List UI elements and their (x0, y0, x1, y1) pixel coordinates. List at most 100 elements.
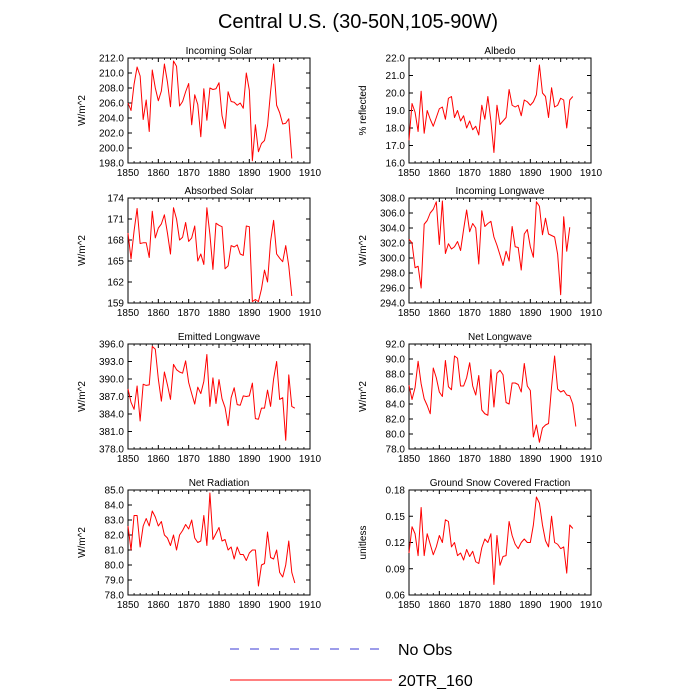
x-tick-label: 1870 (459, 600, 482, 611)
panel-absorbed-solar: Absorbed Solar W/m^2 1850 1860 1870 1880 1890 1… (77, 186, 322, 319)
series-line-20tr-160 (408, 200, 571, 296)
y-tick-label: 0.06 (386, 591, 406, 602)
panel-net-longwave: Net Longwave W/m^2 1850 1860 1870 1880 1890 190… (358, 332, 603, 465)
panel-albedo: Albedo % reflected 1850 1860 1870 1880 1890 190… (358, 46, 603, 179)
x-tick-label: 1860 (147, 600, 170, 611)
x-tick-label: 1880 (208, 600, 231, 611)
x-tick-label: 1900 (269, 308, 292, 319)
x-tick-label: 1900 (550, 600, 573, 611)
x-tick-label: 1860 (147, 454, 170, 465)
y-tick-label: 168 (107, 236, 124, 247)
y-tick-label: 18.0 (386, 124, 406, 135)
y-tick-label: 396.0 (99, 340, 124, 351)
y-tick-label: 16.0 (386, 159, 406, 170)
y-tick-label: 0.15 (386, 512, 406, 523)
x-tick-label: 1850 (117, 600, 140, 611)
x-tick-label: 1860 (147, 168, 170, 179)
y-tick-label: 198.0 (99, 159, 124, 170)
y-tick-label: 298.0 (380, 269, 405, 280)
y-tick-label: 80.0 (386, 430, 406, 441)
x-tick-label: 1900 (269, 454, 292, 465)
x-tick-label: 1910 (299, 168, 322, 179)
x-tick-label: 1860 (428, 454, 451, 465)
series-line-20tr-160 (127, 345, 296, 441)
x-tick-label: 1910 (580, 600, 603, 611)
x-tick-label: 1890 (519, 600, 542, 611)
y-tick-label: 17.0 (386, 141, 406, 152)
y-axis-label: % reflected (358, 85, 369, 135)
y-tick-label: 0.12 (386, 538, 406, 549)
y-tick-label: 202.0 (99, 129, 124, 140)
y-tick-label: 159 (107, 299, 124, 310)
x-tick-label: 1850 (117, 454, 140, 465)
x-tick-label: 1860 (428, 600, 451, 611)
panel-title: Absorbed Solar (185, 186, 255, 197)
x-tick-label: 1910 (299, 308, 322, 319)
y-tick-label: 300.0 (380, 254, 405, 265)
legend-label-20tr-160: 20TR_160 (398, 673, 473, 690)
y-tick-label: 304.0 (380, 224, 405, 235)
x-tick-label: 1870 (459, 308, 482, 319)
x-tick-label: 1910 (299, 454, 322, 465)
y-tick-label: 165 (107, 257, 124, 268)
x-tick-label: 1900 (550, 168, 573, 179)
x-tick-label: 1870 (459, 168, 482, 179)
x-tick-label: 1890 (238, 308, 261, 319)
panel-title: Emitted Longwave (178, 332, 261, 343)
x-tick-label: 1890 (238, 168, 261, 179)
x-tick-label: 1900 (550, 454, 573, 465)
x-tick-label: 1880 (489, 308, 512, 319)
panel-title: Incoming Longwave (456, 186, 545, 197)
panel-title: Ground Snow Covered Fraction (430, 478, 571, 489)
y-tick-label: 82.0 (386, 415, 406, 426)
plot-frame (127, 197, 311, 304)
plot-frame (127, 57, 311, 164)
y-tick-label: 308.0 (380, 194, 405, 205)
y-tick-label: 90.0 (386, 355, 406, 366)
x-tick-label: 1850 (398, 168, 421, 179)
x-tick-label: 1860 (147, 308, 170, 319)
y-tick-label: 0.09 (386, 564, 406, 575)
y-axis-label: W/m^2 (358, 381, 369, 412)
y-axis-label: W/m^2 (77, 527, 88, 558)
panel-incoming-solar: Incoming Solar W/m^2 1850 1860 1870 1880 1890 1… (77, 46, 322, 179)
legend: No Obs 20TR_160 (230, 642, 473, 690)
plot-frame (127, 489, 311, 596)
y-tick-label: 390.0 (99, 375, 124, 386)
y-tick-label: 83.0 (105, 516, 125, 527)
x-tick-label: 1860 (428, 168, 451, 179)
x-tick-label: 1870 (178, 600, 201, 611)
x-tick-label: 1890 (238, 600, 261, 611)
y-tick-label: 81.0 (105, 546, 125, 557)
y-tick-label: 20.0 (386, 89, 406, 100)
x-tick-label: 1910 (299, 600, 322, 611)
y-axis-label: W/m^2 (77, 95, 88, 126)
x-tick-label: 1880 (489, 454, 512, 465)
x-tick-label: 1880 (208, 168, 231, 179)
x-tick-label: 1900 (550, 308, 573, 319)
y-tick-label: 294.0 (380, 299, 405, 310)
y-tick-label: 162 (107, 278, 124, 289)
x-tick-label: 1880 (208, 454, 231, 465)
y-tick-label: 78.0 (105, 591, 125, 602)
y-axis-label: W/m^2 (358, 235, 369, 266)
y-axis-label: unitless (358, 526, 369, 560)
y-tick-label: 384.0 (99, 410, 124, 421)
y-tick-label: 387.0 (99, 392, 124, 403)
panel-title: Net Longwave (468, 332, 532, 343)
panel-title: Net Radiation (189, 478, 250, 489)
x-tick-label: 1850 (398, 454, 421, 465)
panel-emitted-longwave: Emitted Longwave W/m^2 1850 1860 1870 1880 189… (77, 332, 322, 465)
y-tick-label: 378.0 (99, 445, 124, 456)
y-tick-label: 171 (107, 215, 124, 226)
x-tick-label: 1900 (269, 600, 292, 611)
y-tick-label: 381.0 (99, 427, 124, 438)
panel-grid: Incoming Solar W/m^2 1850 1860 1870 1880 1890 1… (77, 46, 603, 611)
x-tick-label: 1870 (178, 308, 201, 319)
y-tick-label: 174 (107, 194, 124, 205)
x-tick-label: 1850 (117, 308, 140, 319)
y-axis-label: W/m^2 (77, 235, 88, 266)
panel-title: Albedo (484, 46, 516, 57)
x-tick-label: 1880 (489, 600, 512, 611)
x-tick-label: 1860 (428, 308, 451, 319)
